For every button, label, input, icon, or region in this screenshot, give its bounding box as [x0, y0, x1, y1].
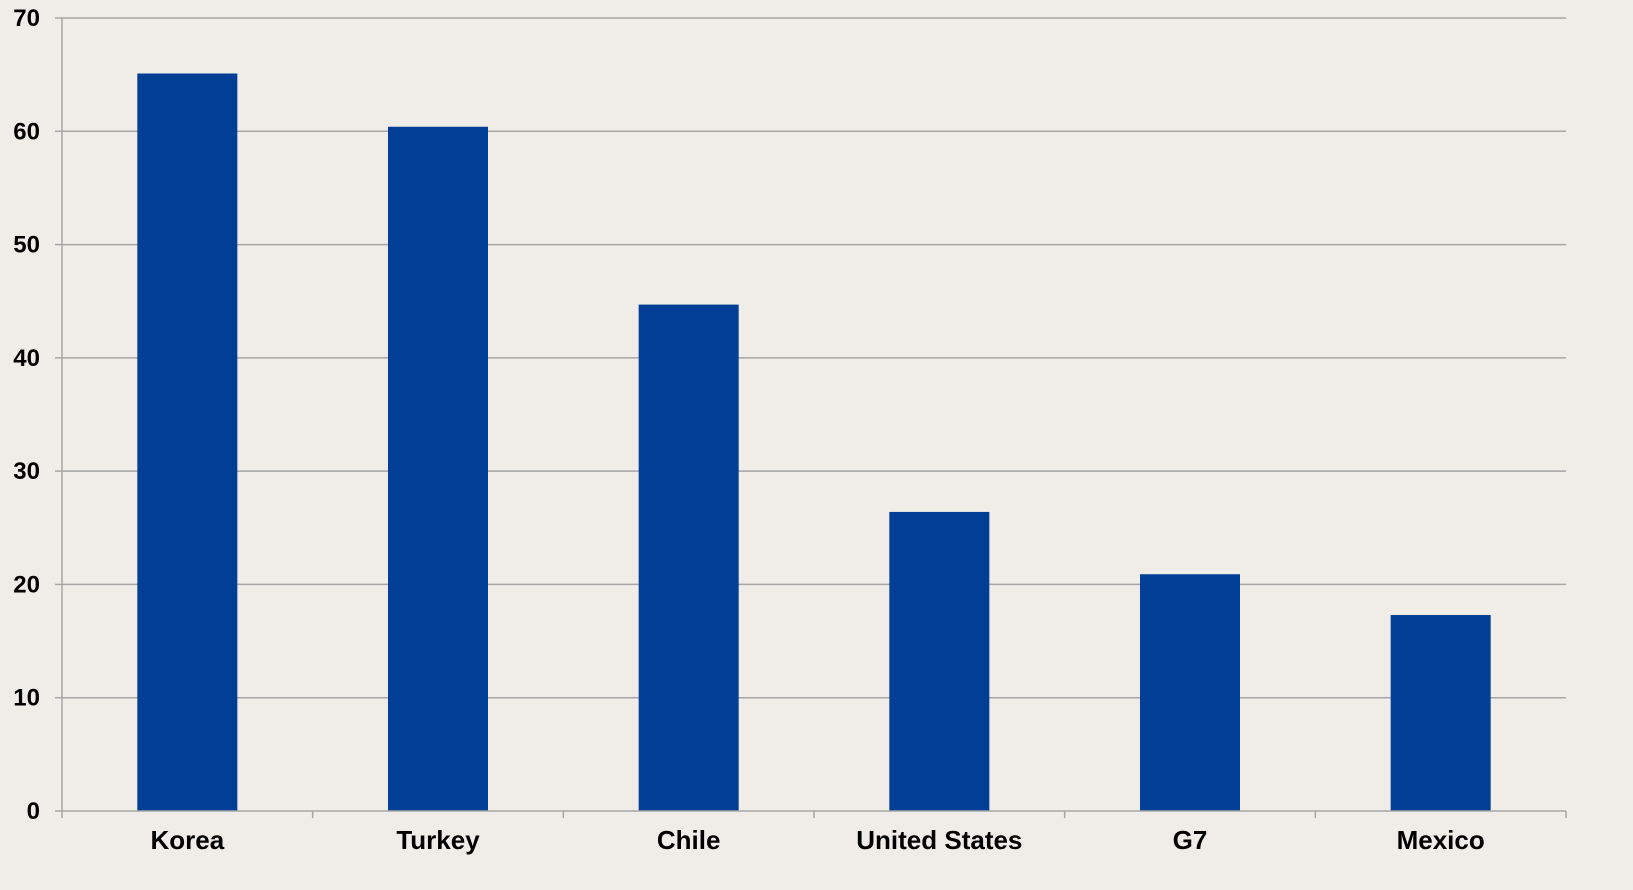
labels: 0 10 20 30 40 50 60 70 Korea Turkey Chile United St…: [13, 5, 1484, 855]
x-category-label: Turkey: [396, 825, 480, 855]
bar-mexico: [1390, 615, 1491, 811]
x-category-label: Chile: [657, 825, 721, 855]
axes: [55, 17, 1567, 818]
y-tick-label: 10: [13, 685, 40, 712]
bar-chile: [638, 304, 739, 811]
x-category-label: Mexico: [1397, 825, 1485, 855]
bar-united-states: [889, 511, 990, 811]
bar-korea: [137, 73, 238, 811]
y-tick-label: 70: [13, 5, 40, 32]
bar-g7: [1140, 574, 1240, 811]
y-tick-label: 30: [13, 458, 40, 485]
y-tick-label: 20: [13, 571, 40, 598]
x-category-label: United States: [856, 825, 1022, 855]
y-tick-label: 40: [13, 345, 40, 372]
bar-turkey: [388, 126, 488, 812]
y-tick-label: 0: [27, 798, 40, 825]
gridlines: [62, 17, 1566, 699]
x-category-label: G7: [1173, 825, 1208, 855]
x-category-label: Korea: [150, 825, 224, 855]
bars: [137, 73, 1491, 812]
y-tick-label: 50: [13, 232, 40, 259]
y-tick-label: 60: [13, 118, 40, 145]
